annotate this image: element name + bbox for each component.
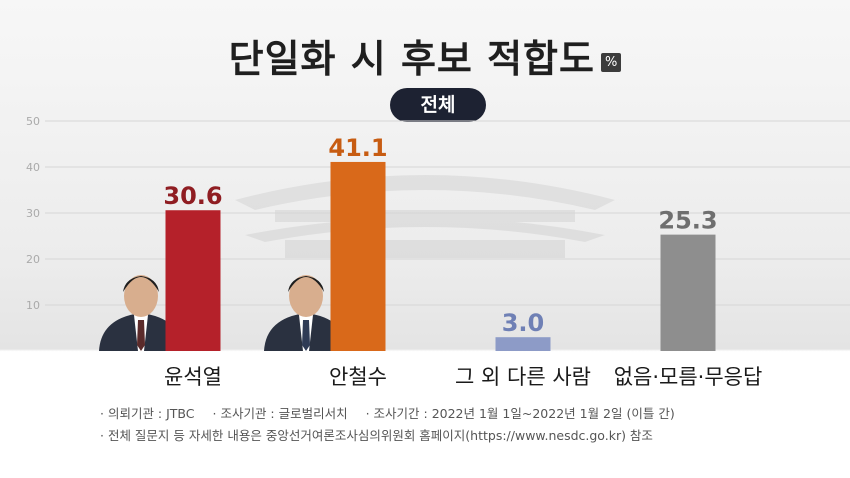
category-label: 없음·모름·무응답 — [614, 365, 763, 389]
footer-line-2: · 전체 질문지 등 자세한 내용은 중앙선거여론조사심의위원회 홈페이지(ht… — [100, 428, 653, 443]
bar — [330, 161, 386, 351]
bar — [660, 234, 716, 351]
bar-value-label: 25.3 — [658, 207, 717, 235]
footer-line-1: · 의뢰기관 : JTBC · 조사기관 : 글로벌리서치 · 조사기간 : 2… — [100, 403, 689, 425]
y-tick-label: 40 — [26, 161, 40, 174]
bar-value-label: 3.0 — [502, 309, 545, 337]
candidate-portrait — [99, 275, 183, 351]
bar-value-label: 41.1 — [328, 134, 387, 162]
candidate-portrait — [264, 275, 348, 351]
category-label: 윤석열 — [164, 365, 222, 389]
category-label: 안철수 — [329, 365, 387, 389]
bar — [495, 337, 551, 351]
category-label: 그 외 다른 사람 — [455, 365, 591, 389]
footer: · 의뢰기관 : JTBC · 조사기관 : 글로벌리서치 · 조사기간 : 2… — [100, 403, 689, 447]
subtitle-pill: 전체 — [390, 88, 486, 122]
y-tick-label: 50 — [26, 115, 40, 128]
footer-client: · 의뢰기관 : JTBC — [100, 406, 195, 421]
title-row: 단일화 시 후보 적합도 % — [0, 30, 850, 81]
y-tick-label: 20 — [26, 253, 40, 266]
unit-badge: % — [600, 52, 622, 72]
y-tick-label: 10 — [26, 299, 40, 312]
chart-title: 단일화 시 후보 적합도 — [228, 36, 595, 81]
y-tick-label: 30 — [26, 207, 40, 220]
footer-period: · 조사기간 : 2022년 1월 1일~2022년 1월 2일 (이틀 간) — [365, 406, 675, 421]
footer-agency: · 조사기관 : 글로벌리서치 — [212, 406, 348, 421]
bar-value-label: 30.6 — [163, 182, 222, 210]
bar — [165, 210, 221, 351]
